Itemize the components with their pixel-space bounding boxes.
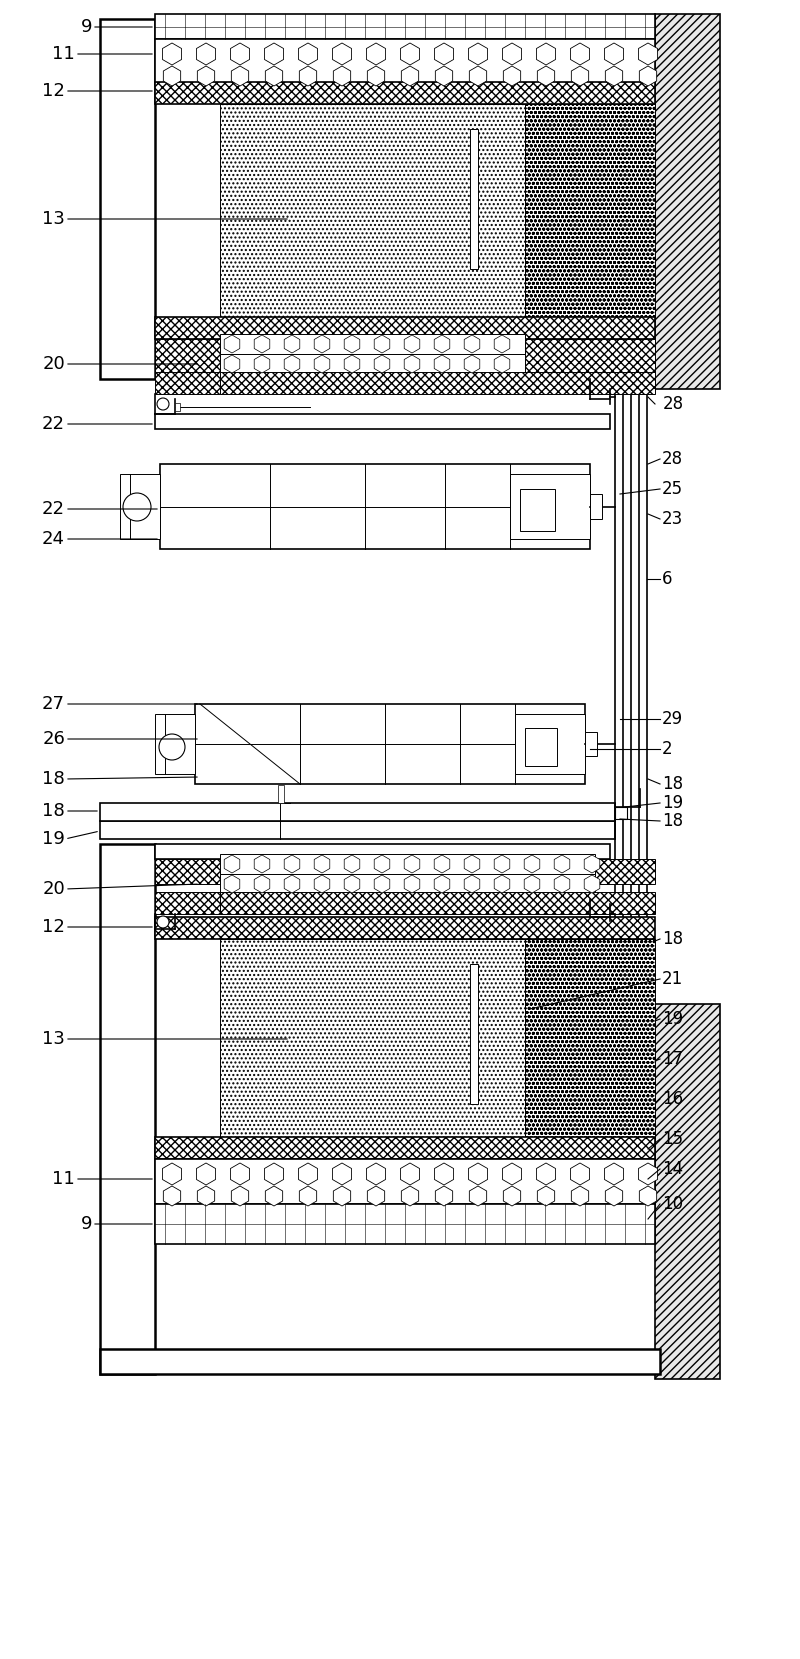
Bar bbox=[515, 713, 585, 775]
Text: 14: 14 bbox=[662, 1160, 683, 1178]
Bar bbox=[470, 129, 478, 269]
Bar bbox=[155, 844, 610, 859]
Bar bbox=[100, 844, 155, 1374]
Bar bbox=[220, 105, 525, 319]
Text: 15: 15 bbox=[662, 1130, 683, 1148]
Bar bbox=[155, 13, 655, 40]
Text: 18: 18 bbox=[42, 770, 65, 788]
Text: 13: 13 bbox=[42, 1030, 65, 1048]
Circle shape bbox=[123, 493, 151, 521]
Bar bbox=[120, 474, 160, 539]
Bar bbox=[655, 13, 720, 388]
Bar bbox=[100, 803, 615, 821]
Bar bbox=[195, 703, 585, 785]
Text: 22: 22 bbox=[42, 415, 65, 433]
Bar bbox=[220, 939, 525, 1140]
Bar bbox=[155, 317, 655, 338]
Bar bbox=[100, 18, 155, 378]
Text: 11: 11 bbox=[52, 45, 75, 63]
Text: 24: 24 bbox=[42, 529, 65, 547]
Bar bbox=[220, 353, 525, 373]
Bar bbox=[100, 1349, 660, 1374]
Text: 21: 21 bbox=[662, 971, 683, 989]
Bar bbox=[525, 338, 655, 373]
Text: 6: 6 bbox=[662, 571, 673, 587]
Bar bbox=[615, 806, 627, 820]
Bar bbox=[525, 728, 557, 766]
Text: 28: 28 bbox=[663, 395, 684, 413]
Bar bbox=[595, 859, 655, 884]
Text: 13: 13 bbox=[42, 211, 65, 227]
Bar bbox=[155, 415, 610, 430]
Text: 23: 23 bbox=[662, 509, 683, 528]
Bar bbox=[655, 1004, 720, 1379]
Text: 18: 18 bbox=[662, 931, 683, 947]
Bar bbox=[278, 785, 284, 803]
Bar bbox=[155, 1136, 655, 1160]
Bar bbox=[525, 105, 655, 319]
Text: 20: 20 bbox=[42, 355, 65, 373]
Text: 26: 26 bbox=[42, 730, 65, 748]
Text: 29: 29 bbox=[662, 710, 683, 728]
Bar bbox=[155, 893, 220, 914]
Bar bbox=[220, 333, 525, 353]
Bar bbox=[155, 1204, 655, 1244]
Bar bbox=[155, 917, 655, 939]
Bar bbox=[520, 489, 555, 531]
Bar bbox=[155, 40, 655, 85]
Bar bbox=[220, 372, 655, 393]
Bar bbox=[155, 338, 220, 373]
Text: 19: 19 bbox=[42, 830, 65, 848]
Text: 25: 25 bbox=[662, 479, 683, 498]
Text: 9: 9 bbox=[81, 1214, 92, 1233]
Text: 10: 10 bbox=[662, 1194, 683, 1213]
Bar bbox=[470, 964, 478, 1103]
Circle shape bbox=[157, 916, 169, 927]
Bar bbox=[155, 713, 195, 775]
Text: 9: 9 bbox=[81, 18, 92, 36]
Bar bbox=[155, 859, 220, 884]
Bar bbox=[220, 854, 595, 874]
Text: 27: 27 bbox=[42, 695, 65, 713]
Bar bbox=[155, 1160, 655, 1204]
Bar bbox=[220, 874, 595, 894]
Circle shape bbox=[157, 398, 169, 410]
Text: 2: 2 bbox=[662, 740, 673, 758]
Bar bbox=[155, 372, 220, 393]
Text: 22: 22 bbox=[42, 499, 65, 518]
Text: 19: 19 bbox=[662, 795, 683, 811]
Text: 20: 20 bbox=[42, 879, 65, 898]
Text: 12: 12 bbox=[42, 917, 65, 936]
Text: 18: 18 bbox=[42, 801, 65, 820]
Bar bbox=[220, 893, 655, 914]
Text: 16: 16 bbox=[662, 1090, 683, 1108]
Bar bbox=[100, 821, 615, 839]
Bar bbox=[525, 939, 655, 1140]
Bar bbox=[590, 494, 602, 519]
Text: 19: 19 bbox=[662, 1010, 683, 1029]
Bar bbox=[510, 474, 590, 539]
Bar bbox=[160, 465, 590, 549]
Text: 18: 18 bbox=[662, 775, 683, 793]
Bar bbox=[175, 403, 180, 411]
Text: 28: 28 bbox=[662, 450, 683, 468]
Text: 12: 12 bbox=[42, 81, 65, 100]
Text: 18: 18 bbox=[662, 811, 683, 830]
Bar bbox=[155, 81, 655, 105]
Text: 11: 11 bbox=[52, 1170, 75, 1188]
Text: 17: 17 bbox=[662, 1050, 683, 1068]
Bar bbox=[585, 732, 597, 757]
Circle shape bbox=[159, 733, 185, 760]
